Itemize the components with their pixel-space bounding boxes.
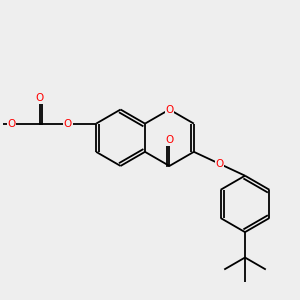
Text: O: O	[215, 159, 223, 169]
Text: O: O	[165, 135, 174, 145]
Text: O: O	[165, 104, 174, 115]
Text: O: O	[36, 93, 44, 103]
Text: O: O	[64, 118, 72, 129]
Text: O: O	[7, 118, 16, 129]
